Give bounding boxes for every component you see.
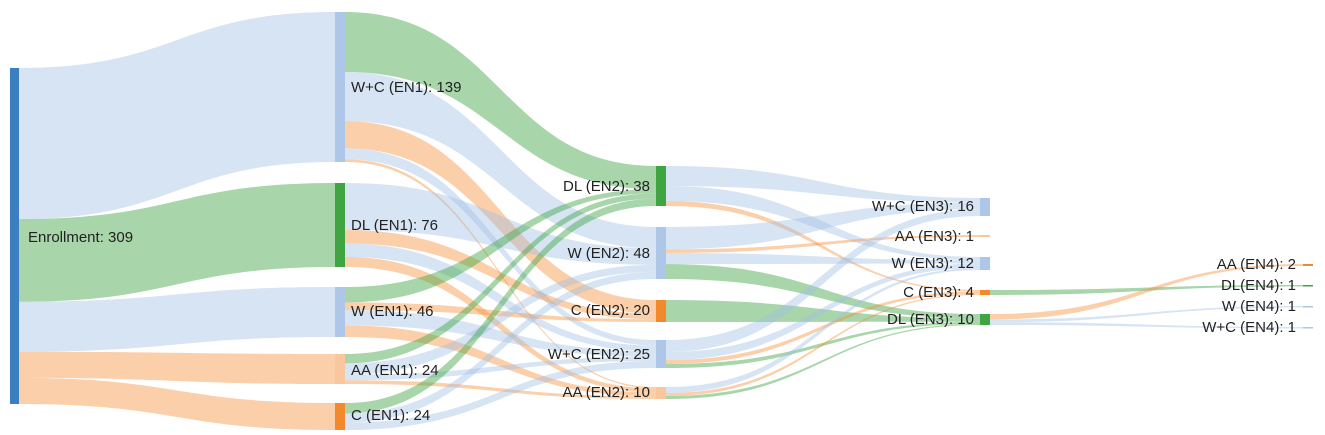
link-aa1-to-aa2[interactable] (345, 380, 656, 399)
link-enroll-to-wc1[interactable] (19, 12, 335, 220)
node-w1[interactable] (335, 287, 345, 337)
link-aa2-to-c3[interactable] (666, 293, 980, 396)
node-label-dl1: DL (EN1): 76 (351, 217, 438, 234)
link-w2-to-dl3[interactable] (666, 264, 980, 319)
link-wc2-to-w3[interactable] (666, 263, 980, 361)
node-label-aa3: AA (EN3): 1 (895, 228, 974, 245)
node-label-wc4: W+C (EN4): 1 (1202, 319, 1296, 336)
node-aa2[interactable] (656, 387, 666, 399)
node-w3[interactable] (980, 257, 990, 270)
node-label-aa2: AA (EN2): 10 (562, 384, 650, 401)
link-aa1-to-w2[interactable] (345, 264, 656, 375)
node-label-w3: W (EN3): 12 (891, 255, 974, 272)
node-label-wc2: W+C (EN2): 25 (548, 346, 650, 363)
nodes-layer (10, 12, 1313, 430)
link-dl2-to-wc3[interactable] (666, 166, 980, 203)
link-aa1-to-wc2[interactable] (345, 356, 656, 381)
link-w1-to-aa2[interactable] (345, 325, 656, 397)
link-c2-to-dl3[interactable] (666, 300, 980, 322)
node-label-wc1: W+C (EN1): 139 (351, 79, 461, 96)
node-wc1[interactable] (335, 12, 345, 162)
link-enroll-to-aa1[interactable] (19, 351, 335, 384)
links-layer (19, 12, 1303, 430)
link-wc1-to-c2[interactable] (345, 121, 656, 314)
node-aa1[interactable] (335, 354, 345, 384)
node-label-w2: W (EN2): 48 (567, 245, 650, 262)
node-label-dl2: DL (EN2): 38 (563, 178, 650, 195)
node-label-dl4: DL(EN4): 1 (1221, 277, 1296, 294)
link-w2-to-w3[interactable] (666, 253, 980, 265)
node-aa4[interactable] (1303, 264, 1313, 266)
node-label-enroll: Enrollment: 309 (28, 229, 133, 246)
link-enroll-to-dl1[interactable] (19, 183, 335, 302)
node-dl1[interactable] (335, 183, 345, 267)
node-enroll[interactable] (10, 68, 19, 404)
node-wc4[interactable] (1303, 327, 1313, 329)
link-wc2-to-c3[interactable] (666, 291, 980, 364)
link-w2-to-aa3[interactable] (666, 235, 980, 253)
link-w2-to-wc3[interactable] (666, 202, 980, 250)
node-label-c3: C (EN3): 4 (903, 284, 974, 301)
link-dl3-to-aa4[interactable] (990, 264, 1303, 320)
node-label-aa4: AA (EN4): 2 (1217, 256, 1296, 273)
link-dl1-to-wc2[interactable] (345, 243, 656, 352)
link-aa2-to-w3[interactable] (666, 267, 980, 393)
link-dl2-to-w3[interactable] (666, 186, 980, 261)
link-w1-to-c2[interactable] (345, 302, 656, 322)
node-dl4[interactable] (1303, 285, 1313, 287)
link-enroll-to-c1[interactable] (19, 377, 335, 430)
link-wc1-to-wc2[interactable] (345, 148, 656, 346)
node-c3[interactable] (980, 290, 990, 295)
link-aa1-to-dl2[interactable] (345, 193, 656, 364)
node-c2[interactable] (656, 300, 666, 322)
node-w2[interactable] (656, 227, 666, 279)
link-wc2-to-dl3[interactable] (666, 321, 980, 368)
link-wc1-to-dl2[interactable] (345, 12, 656, 190)
link-dl2-to-c3[interactable] (666, 201, 980, 292)
node-label-dl3: DL (EN3): 10 (887, 311, 974, 328)
link-c1-to-dl2[interactable] (345, 198, 656, 414)
link-w1-to-dl2[interactable] (345, 189, 656, 303)
node-w4[interactable] (1303, 306, 1313, 308)
link-c3-to-dl4[interactable] (990, 285, 1303, 295)
node-label-wc3: W+C (EN3): 16 (872, 198, 974, 215)
node-label-w1: W (EN1): 46 (351, 303, 434, 320)
link-enroll-to-w1[interactable] (19, 287, 335, 352)
link-c1-to-wc2[interactable] (345, 361, 656, 430)
link-dl1-to-aa2[interactable] (345, 256, 656, 393)
node-wc3[interactable] (980, 198, 990, 216)
node-c1[interactable] (335, 403, 345, 430)
node-label-w4: W (EN4): 1 (1222, 298, 1296, 315)
link-aa2-to-dl3[interactable] (666, 323, 980, 399)
link-dl3-to-w4[interactable] (990, 306, 1303, 323)
link-wc2-to-wc3[interactable] (666, 209, 980, 352)
node-label-aa1: AA (EN1): 24 (351, 362, 439, 379)
labels-layer: Enrollment: 309 W+C (EN1): 139 DL (EN1): 7… (28, 79, 1296, 424)
link-c1-to-w2[interactable] (345, 271, 656, 423)
node-label-c2: C (EN2): 20 (571, 302, 650, 319)
node-dl2[interactable] (656, 166, 666, 206)
node-dl3[interactable] (980, 314, 990, 325)
node-aa3[interactable] (980, 235, 990, 237)
node-wc2[interactable] (656, 340, 666, 368)
link-dl1-to-c2[interactable] (345, 230, 656, 320)
link-wc1-to-w2[interactable] (345, 72, 656, 249)
node-label-c1: C (EN1): 24 (351, 407, 430, 424)
link-dl3-to-wc4[interactable] (990, 322, 1303, 329)
link-wc1-to-aa2[interactable] (345, 159, 656, 389)
link-dl1-to-w2[interactable] (345, 183, 656, 265)
link-w1-to-wc2[interactable] (345, 310, 656, 357)
